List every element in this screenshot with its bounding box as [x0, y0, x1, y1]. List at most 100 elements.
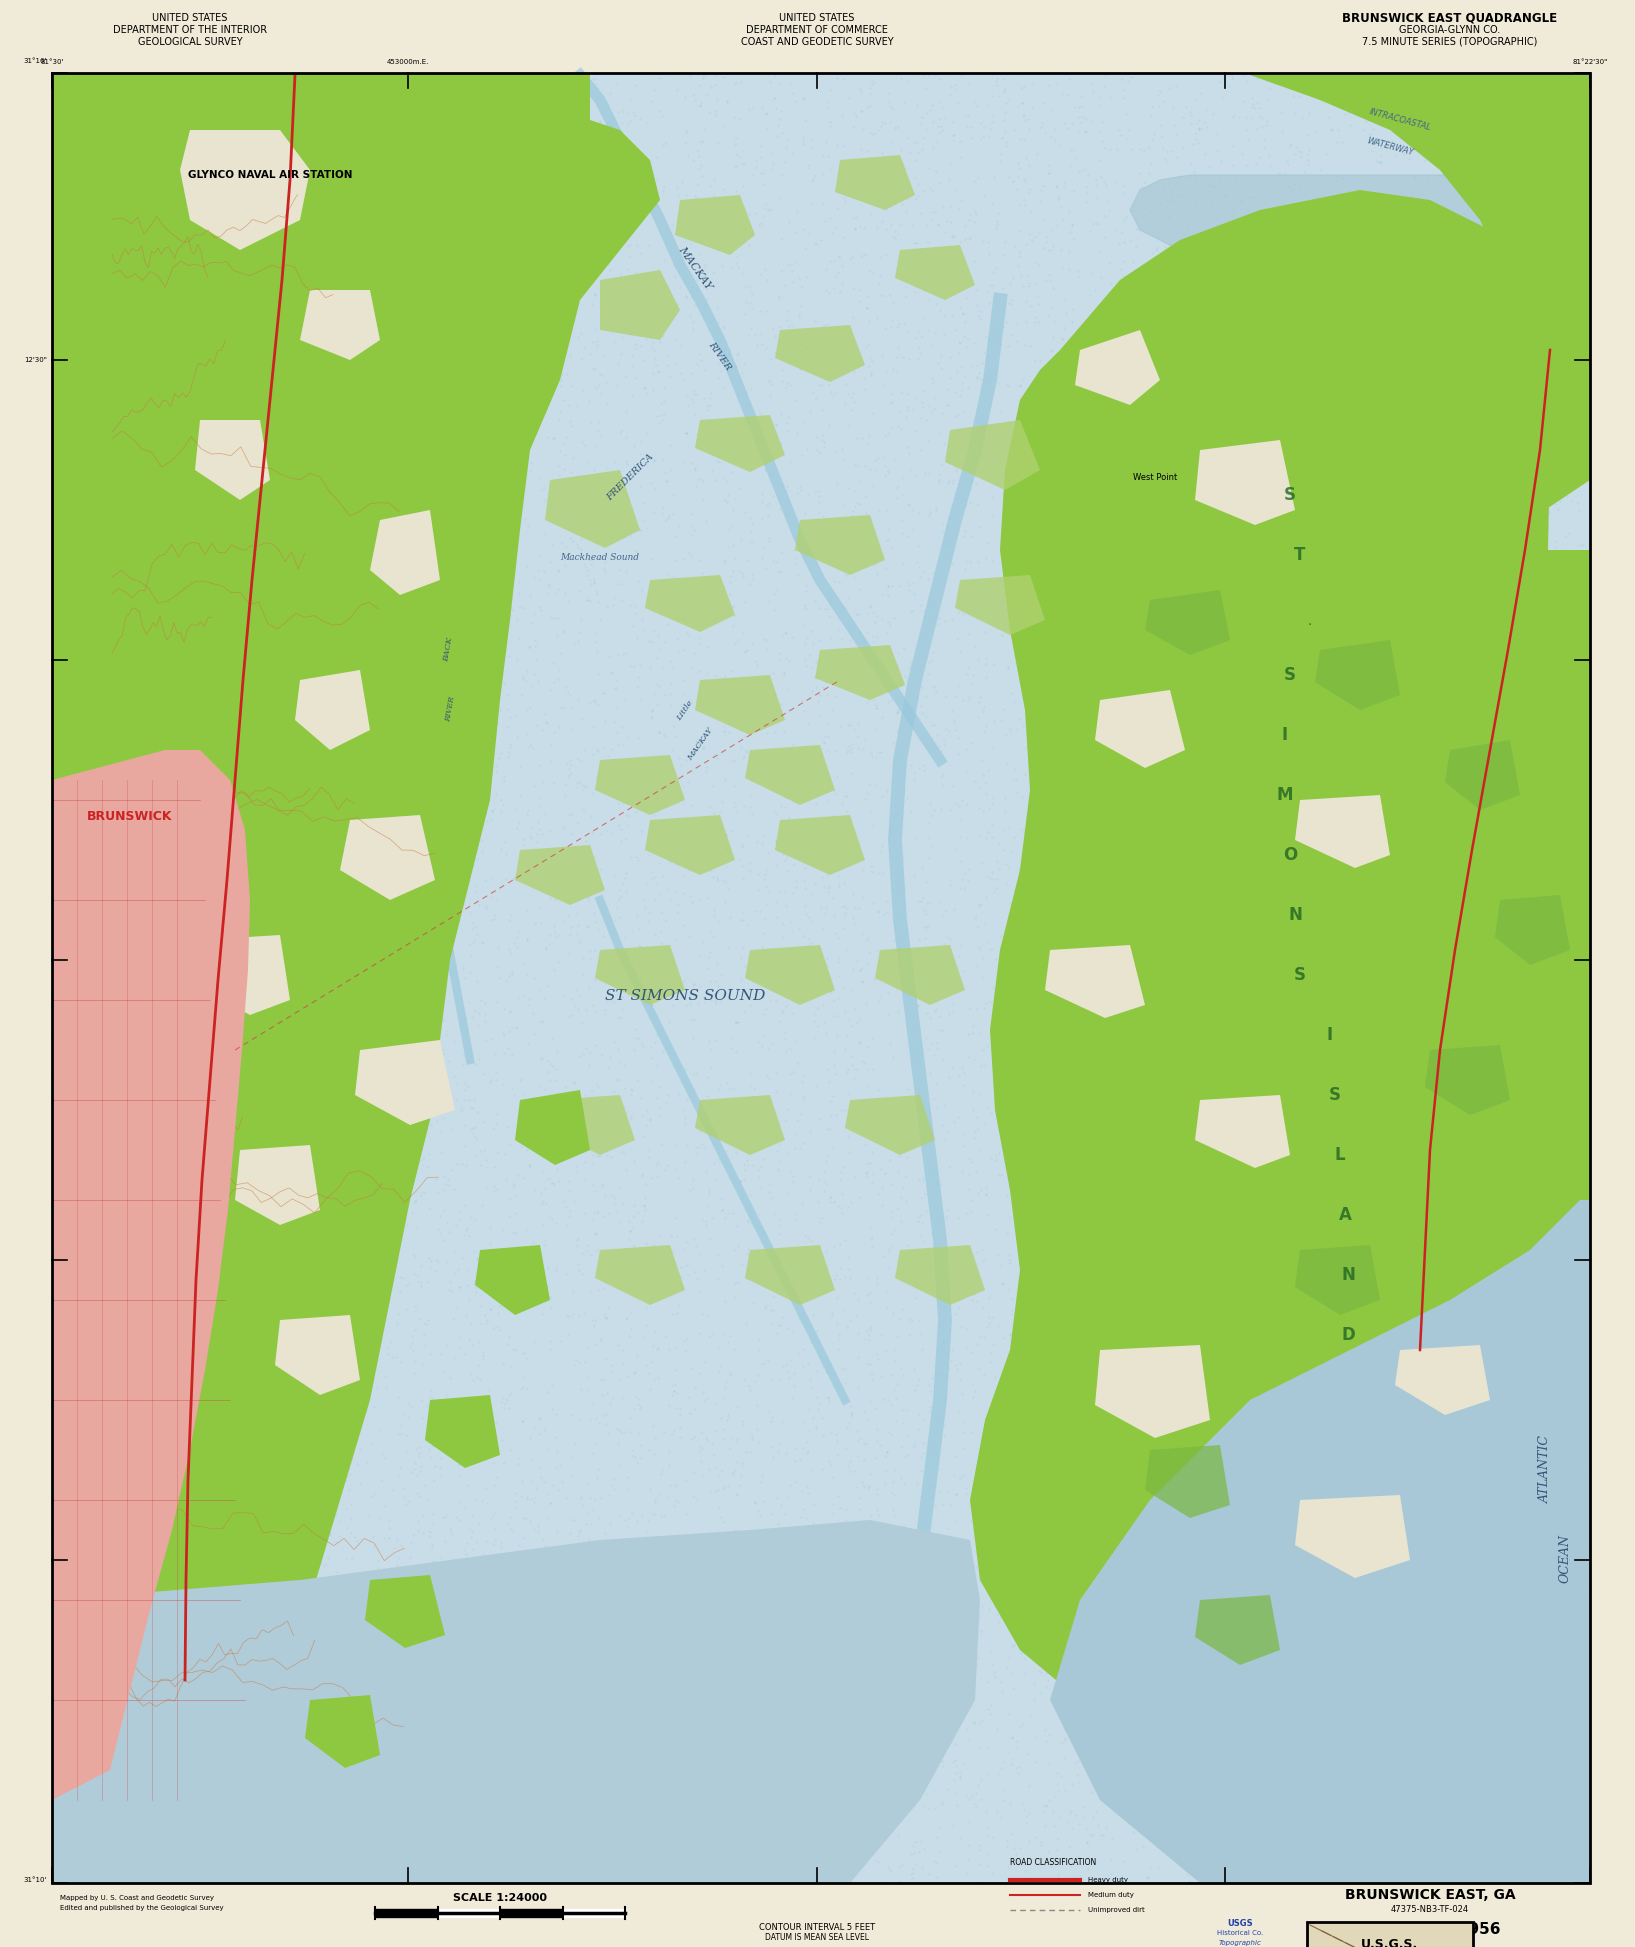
Text: N: N [1341, 1266, 1355, 1283]
Text: S: S [1283, 666, 1297, 683]
Polygon shape [1050, 1199, 1589, 1883]
Polygon shape [695, 415, 785, 471]
Polygon shape [1426, 1046, 1511, 1116]
Polygon shape [355, 1040, 455, 1125]
Polygon shape [180, 130, 311, 249]
Text: I: I [1328, 1026, 1333, 1044]
Text: Edited and published by the Geological Survey: Edited and published by the Geological S… [60, 1904, 224, 1912]
Text: BACK: BACK [441, 637, 455, 662]
Text: ST SIMONS SOUND: ST SIMONS SOUND [605, 989, 765, 1003]
Text: N: N [1288, 905, 1301, 925]
Polygon shape [1144, 590, 1230, 654]
Text: BRUNSWICK: BRUNSWICK [87, 810, 173, 824]
Polygon shape [1095, 1345, 1210, 1439]
Text: MACKAY: MACKAY [685, 726, 714, 761]
Polygon shape [374, 1908, 438, 1918]
Polygon shape [500, 1908, 562, 1918]
Text: Little: Little [675, 699, 695, 722]
Polygon shape [814, 644, 906, 701]
Text: RIVER: RIVER [443, 695, 456, 722]
Polygon shape [1195, 1595, 1280, 1665]
Text: BRUNSWICK EAST, GA: BRUNSWICK EAST, GA [1344, 1889, 1516, 1902]
Polygon shape [644, 574, 736, 633]
Polygon shape [294, 670, 370, 750]
Polygon shape [875, 944, 965, 1005]
Polygon shape [306, 1696, 379, 1768]
Polygon shape [1195, 440, 1295, 526]
Polygon shape [746, 746, 835, 804]
Polygon shape [746, 944, 835, 1005]
Text: .: . [1308, 613, 1313, 629]
Polygon shape [1130, 76, 1589, 310]
Polygon shape [675, 195, 755, 255]
Polygon shape [52, 72, 661, 1883]
Polygon shape [775, 816, 865, 874]
Polygon shape [894, 1244, 984, 1304]
Text: M: M [1277, 787, 1293, 804]
Polygon shape [544, 469, 639, 547]
Polygon shape [795, 516, 885, 574]
Text: Mackhead Sound: Mackhead Sound [561, 553, 639, 563]
Polygon shape [1095, 689, 1185, 767]
Polygon shape [695, 1094, 785, 1155]
Polygon shape [340, 816, 435, 900]
Text: Medium duty: Medium duty [1087, 1892, 1135, 1898]
Polygon shape [746, 1244, 835, 1304]
Polygon shape [1295, 1495, 1409, 1577]
Text: FREDERICA: FREDERICA [605, 452, 656, 502]
Text: GLYNCO NAVAL AIR STATION: GLYNCO NAVAL AIR STATION [188, 169, 352, 179]
Text: DATUM IS MEAN SEA LEVEL: DATUM IS MEAN SEA LEVEL [765, 1933, 868, 1943]
Text: INTRACOASTAL: INTRACOASTAL [1368, 107, 1432, 132]
Text: D: D [1341, 1326, 1355, 1343]
Polygon shape [595, 1244, 685, 1304]
Text: SCALE 1:24000: SCALE 1:24000 [453, 1892, 548, 1902]
Text: 12'30": 12'30" [25, 356, 47, 362]
Text: COAST AND GEODETIC SURVEY: COAST AND GEODETIC SURVEY [741, 37, 893, 47]
Text: Heavy duty: Heavy duty [1087, 1877, 1128, 1883]
Text: USGS: USGS [1228, 1918, 1252, 1928]
Text: DEPARTMENT OF THE INTERIOR: DEPARTMENT OF THE INTERIOR [113, 25, 267, 35]
Text: ATLANTIC: ATLANTIC [1539, 1435, 1552, 1503]
Text: 31°16': 31°16' [23, 58, 47, 64]
Polygon shape [644, 816, 736, 874]
Polygon shape [544, 1094, 634, 1155]
Text: ROAD CLASSIFICATION: ROAD CLASSIFICATION [1010, 1857, 1095, 1867]
Polygon shape [195, 421, 270, 500]
Polygon shape [695, 676, 785, 736]
Polygon shape [1395, 1345, 1489, 1415]
Polygon shape [970, 191, 1589, 1741]
Polygon shape [52, 1521, 979, 1883]
Text: BRUNSWICK EAST QUADRANGLE: BRUNSWICK EAST QUADRANGLE [1342, 12, 1558, 25]
Polygon shape [595, 755, 685, 816]
Polygon shape [235, 1145, 320, 1225]
Text: Historical Co.: Historical Co. [1216, 1929, 1264, 1935]
Text: WATERWAY: WATERWAY [1365, 136, 1414, 158]
Text: 7.5 MINUTE SERIES (TOPOGRAPHIC): 7.5 MINUTE SERIES (TOPOGRAPHIC) [1362, 37, 1537, 47]
Text: CONTOUR INTERVAL 5 FEET: CONTOUR INTERVAL 5 FEET [759, 1924, 875, 1933]
Text: 81°30': 81°30' [41, 58, 64, 64]
Polygon shape [476, 1244, 549, 1314]
Polygon shape [775, 325, 865, 382]
Text: 1956: 1956 [1458, 1922, 1501, 1937]
Text: DEPARTMENT OF COMMERCE: DEPARTMENT OF COMMERCE [746, 25, 888, 35]
Text: Unimproved dirt: Unimproved dirt [1087, 1906, 1144, 1914]
FancyBboxPatch shape [1306, 1922, 1473, 1947]
Text: Topographic: Topographic [1218, 1939, 1262, 1945]
Polygon shape [600, 271, 680, 341]
Text: S: S [1293, 966, 1306, 983]
Polygon shape [894, 245, 974, 300]
Polygon shape [845, 1094, 935, 1155]
Text: S: S [1283, 487, 1297, 504]
Polygon shape [195, 935, 289, 1014]
Polygon shape [595, 944, 685, 1005]
Text: T: T [1295, 545, 1306, 565]
Polygon shape [562, 1908, 625, 1918]
Polygon shape [1445, 740, 1521, 810]
Polygon shape [425, 1394, 500, 1468]
Polygon shape [515, 845, 605, 905]
Polygon shape [515, 1090, 590, 1164]
Polygon shape [955, 574, 1045, 635]
Polygon shape [1195, 1094, 1290, 1168]
Text: A: A [1339, 1205, 1352, 1225]
Text: 81°22'30": 81°22'30" [1573, 58, 1607, 64]
